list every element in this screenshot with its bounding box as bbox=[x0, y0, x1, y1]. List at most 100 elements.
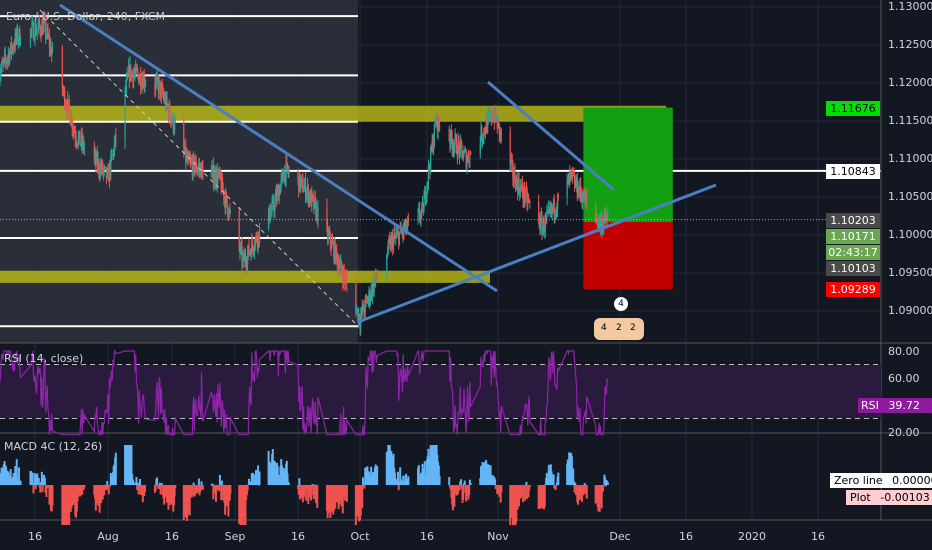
time-tick: Sep bbox=[224, 530, 246, 543]
candle-body bbox=[555, 213, 557, 215]
candle-body bbox=[251, 240, 254, 247]
candle-body bbox=[190, 160, 192, 162]
candle-body bbox=[543, 220, 545, 232]
candle-body bbox=[196, 170, 199, 172]
candle-body bbox=[523, 187, 526, 201]
candle-body bbox=[78, 130, 80, 137]
candle-body bbox=[68, 101, 70, 111]
candle-body bbox=[201, 162, 203, 167]
candle-body bbox=[76, 144, 79, 146]
candle-body bbox=[127, 74, 129, 76]
candle-body bbox=[167, 104, 169, 108]
candle-body bbox=[467, 155, 469, 162]
candle-body bbox=[162, 94, 165, 97]
macd-bar bbox=[227, 485, 230, 517]
candle-body bbox=[50, 44, 52, 56]
candle-body bbox=[287, 170, 289, 174]
ideas-badge[interactable]: 4 2 2 bbox=[594, 318, 644, 340]
candle-body bbox=[217, 170, 220, 176]
candle-body bbox=[490, 111, 492, 122]
candle-body bbox=[99, 171, 101, 175]
candle-body bbox=[605, 219, 608, 222]
candle-body bbox=[359, 322, 361, 327]
supply-demand-zone bbox=[0, 105, 666, 122]
events-badge[interactable]: 4 bbox=[614, 297, 628, 311]
candle-body bbox=[16, 29, 18, 39]
candle-body bbox=[333, 243, 335, 259]
candle-body bbox=[510, 160, 513, 162]
candle-body bbox=[94, 153, 96, 157]
candle-body bbox=[518, 179, 520, 190]
candle-body bbox=[569, 174, 571, 177]
candle-body bbox=[273, 208, 275, 211]
macd-bar bbox=[543, 485, 546, 507]
candle-body bbox=[187, 156, 189, 161]
candle-body bbox=[224, 197, 226, 209]
candle-body bbox=[104, 166, 106, 168]
candle-body bbox=[80, 143, 82, 145]
candle-body bbox=[51, 52, 53, 56]
supply-demand-zone bbox=[0, 270, 490, 283]
candle-body bbox=[600, 218, 602, 223]
candle-body bbox=[255, 234, 257, 239]
candle-body bbox=[47, 29, 49, 37]
macd-bar bbox=[557, 472, 560, 485]
candle-body bbox=[305, 194, 307, 198]
macd-bar bbox=[188, 485, 191, 516]
candle-body bbox=[389, 239, 391, 241]
candle-body bbox=[300, 178, 303, 182]
candle-body bbox=[375, 272, 377, 279]
candle-body bbox=[105, 166, 107, 168]
candle-body bbox=[221, 177, 224, 191]
price-tick: 1.09000 bbox=[888, 304, 932, 317]
candle-body bbox=[172, 114, 174, 131]
macd-bar bbox=[158, 485, 161, 489]
candle-body bbox=[392, 238, 395, 250]
macd-bar bbox=[82, 485, 85, 490]
candle-body bbox=[358, 313, 360, 321]
macd-bar bbox=[201, 485, 204, 490]
macd-bar bbox=[31, 472, 34, 485]
candle-body bbox=[344, 276, 347, 283]
macd-bar bbox=[405, 473, 408, 485]
price-tag: 1.10203 bbox=[826, 212, 880, 228]
time-tick: 16 bbox=[679, 530, 693, 543]
candle-body bbox=[144, 84, 146, 86]
macd-bar bbox=[192, 482, 195, 485]
candle-body bbox=[396, 231, 398, 234]
candle-body bbox=[173, 130, 175, 132]
candle-body bbox=[460, 141, 462, 143]
macd-bar bbox=[135, 476, 138, 485]
macd-bar bbox=[216, 485, 219, 491]
candle-body bbox=[229, 209, 231, 212]
candle-body bbox=[538, 217, 540, 227]
macd-bar bbox=[106, 480, 109, 485]
candle-body bbox=[466, 161, 468, 168]
macd-bar bbox=[36, 473, 39, 485]
candle-body bbox=[457, 141, 459, 157]
candle-body bbox=[369, 291, 371, 303]
candle-body bbox=[455, 136, 457, 139]
candle-body bbox=[168, 105, 170, 118]
candle-body bbox=[517, 179, 519, 193]
macd-bar bbox=[361, 477, 364, 485]
candle-body bbox=[438, 125, 441, 130]
candle-body bbox=[140, 86, 143, 88]
candle-body bbox=[174, 121, 176, 123]
candle-body bbox=[189, 160, 191, 162]
candle-body bbox=[489, 114, 491, 118]
candle-body bbox=[372, 283, 374, 297]
candle-body bbox=[226, 197, 228, 207]
candle-body bbox=[555, 211, 557, 215]
candle-body bbox=[493, 113, 495, 122]
candle-body bbox=[331, 240, 333, 248]
macd-bar bbox=[51, 485, 54, 506]
candle-body bbox=[435, 122, 437, 125]
candle-body bbox=[365, 298, 367, 300]
candle-body bbox=[102, 162, 104, 173]
candle-body bbox=[392, 236, 394, 250]
candle-body bbox=[448, 129, 450, 141]
macd-bar bbox=[139, 478, 141, 485]
candle-body bbox=[250, 251, 252, 257]
